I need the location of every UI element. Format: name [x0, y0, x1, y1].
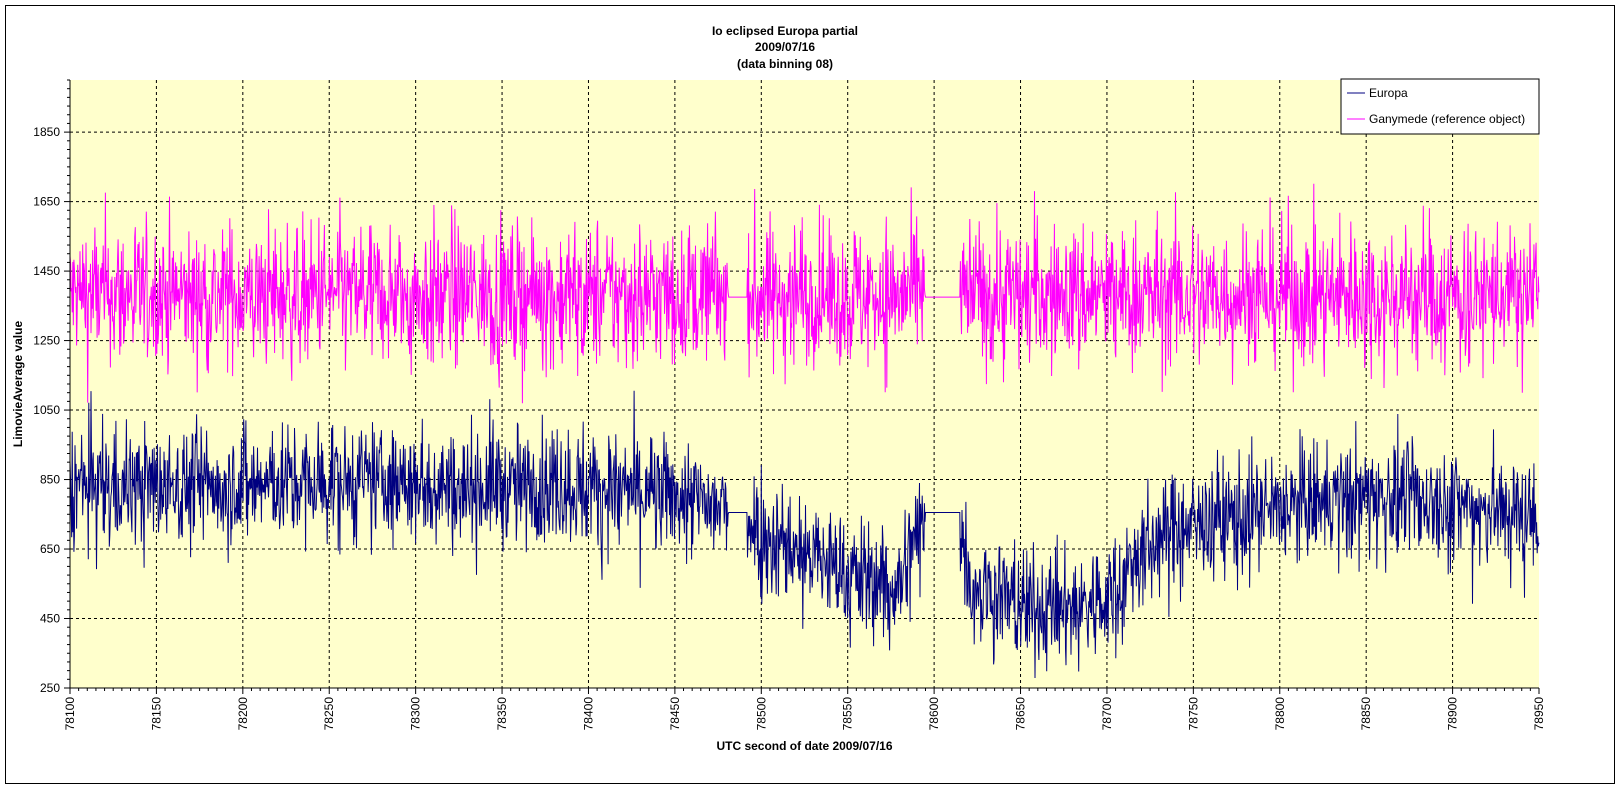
y-tick-label: 1450 [33, 264, 60, 278]
y-axis-title: LimovieAverage value [11, 321, 25, 448]
x-tick-label: 78750 [1186, 697, 1200, 731]
series-line-ganymede [69, 183, 1540, 404]
x-tick-label: 78400 [581, 697, 595, 731]
x-tick-label: 78600 [927, 697, 941, 731]
chart-title-line: (data binning 08) [737, 57, 833, 71]
legend-label-europa: Europa [1369, 86, 1408, 100]
legend-label-ganymede: Ganymede (reference object) [1369, 112, 1525, 126]
y-tick-label: 1250 [33, 334, 60, 348]
line-chart: Io eclipsed Europa partial 2009/07/16 (d… [11, 24, 1546, 753]
y-axis-ticks: 250 450 650 850 1050 1250 1450 1650 1850 [33, 79, 70, 695]
y-tick-label: 1850 [33, 125, 60, 139]
x-tick-label: 78250 [322, 697, 336, 731]
x-tick-label: 78450 [668, 697, 682, 731]
x-tick-label: 78100 [63, 697, 77, 731]
x-tick-label: 78950 [1532, 697, 1546, 731]
plot-area [70, 80, 1539, 688]
y-tick-label: 1050 [33, 403, 60, 417]
x-tick-label: 78500 [754, 697, 768, 731]
y-tick-label: 650 [40, 542, 60, 556]
x-axis-ticks: 78100 78150 78200 78250 78300 78350 78400 78450… [63, 688, 1546, 730]
x-tick-label: 78550 [841, 697, 855, 731]
x-tick-label: 78800 [1273, 697, 1287, 731]
y-tick-label: 850 [40, 473, 60, 487]
chart-title-line: 2009/07/16 [755, 40, 815, 54]
series-layer [69, 183, 1540, 679]
x-tick-label: 78850 [1359, 697, 1373, 731]
chart-title-line: Io eclipsed Europa partial [712, 24, 858, 38]
x-tick-label: 78700 [1100, 697, 1114, 731]
legend-box [1340, 78, 1540, 135]
legend: Europa Ganymede (reference object) [1340, 78, 1540, 135]
x-axis-title: UTC second of date 2009/07/16 [716, 739, 892, 753]
x-tick-label: 78900 [1446, 697, 1460, 731]
y-tick-label: 450 [40, 612, 60, 626]
x-tick-label: 78200 [236, 697, 250, 731]
x-tick-label: 78150 [149, 697, 163, 731]
chart-frame: Io eclipsed Europa partial 2009/07/16 (d… [5, 5, 1615, 784]
series-line-europa [69, 390, 1540, 679]
x-tick-label: 78300 [409, 697, 423, 731]
x-tick-label: 78650 [1014, 697, 1028, 731]
y-tick-label: 250 [40, 681, 60, 695]
y-tick-label: 1650 [33, 195, 60, 209]
x-tick-label: 78350 [495, 697, 509, 731]
chart-title: Io eclipsed Europa partial 2009/07/16 (d… [712, 24, 858, 71]
